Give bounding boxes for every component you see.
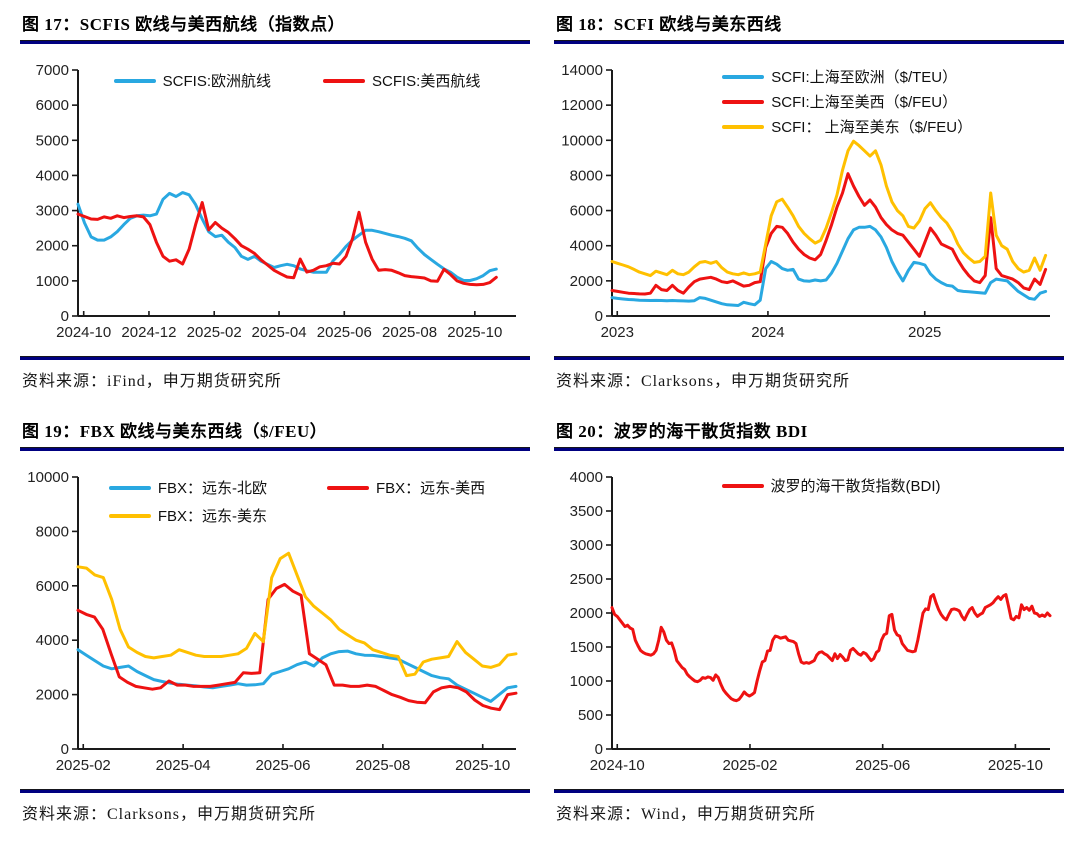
figure-block-19: 图 19：FBX 欧线与美东西线（$/FEU） 0 2000 4000 6000 800…: [20, 415, 530, 824]
y-tick-label: 7000: [36, 62, 69, 79]
figure-title: 图 17：SCFIS 欧线与美西航线（指数点）: [22, 15, 346, 34]
source-note: 资料来源：Clarksons，申万期货研究所: [22, 806, 317, 823]
source-note: 资料来源：Clarksons，申万期货研究所: [556, 373, 851, 390]
figure-title: 图 20：波罗的海干散货指数 BDI: [556, 422, 808, 441]
x-tick-label: 2025-08: [382, 324, 437, 341]
y-tick-label: 4000: [36, 632, 69, 649]
y-tick-label: 2500: [570, 571, 603, 588]
y-tick-label: 6000: [36, 578, 69, 595]
series-line: [610, 172, 1048, 296]
figure-title: 图 19：FBX 欧线与美东西线（$/FEU）: [22, 422, 328, 441]
y-tick-label: 8000: [36, 523, 69, 540]
y-tick-label: 4000: [36, 167, 69, 184]
y-tick-label: 8000: [570, 167, 603, 184]
figure-block-20: 图 20：波罗的海干散货指数 BDI 0 500 1000 1500 2000 2500 3…: [554, 415, 1064, 824]
chart-18: 0 2000 4000 6000 8000 10000 12000 14000 2023 2024…: [554, 58, 1064, 350]
chart-20: 0 500 1000 1500 2000 2500 3000 3500 4000 2024-10 2…: [554, 465, 1064, 783]
source-rule: [554, 356, 1064, 360]
title-rule: [554, 40, 1064, 44]
y-tick-label: 2000: [36, 238, 69, 255]
series-line: [76, 648, 518, 703]
y-tick-label: 0: [595, 741, 603, 758]
source-rule: [20, 356, 530, 360]
series-line: [610, 224, 1048, 307]
source-note: 资料来源：Wind，申万期货研究所: [556, 806, 816, 823]
y-tick-label: 1000: [570, 673, 603, 690]
source-rule: [554, 789, 1064, 793]
y-tick-label: 4000: [570, 238, 603, 255]
y-tick-label: 3000: [36, 203, 69, 220]
series-line: [76, 201, 498, 287]
x-tick-label: 2025-06: [255, 757, 310, 774]
y-tick-label: 2000: [570, 273, 603, 290]
x-tick-label: 2025: [908, 324, 941, 341]
y-tick-label: 1500: [570, 639, 603, 656]
x-tick-label: 2025-06: [317, 324, 372, 341]
report-page: 图 17：SCFIS 欧线与美西航线（指数点） 0 1000 2000 3000 400…: [20, 8, 1064, 824]
y-tick-label: 10000: [27, 469, 69, 486]
chart-17: 0 1000 2000 3000 4000 5000 6000 7000 2024-10 2024…: [20, 58, 530, 350]
title-rule: [554, 447, 1064, 451]
y-tick-label: 0: [61, 741, 69, 758]
x-tick-label: 2025-02: [722, 757, 777, 774]
chart-canvas: 0 1000 2000 3000 4000 5000 6000 7000 2024-10 2024…: [36, 62, 516, 341]
y-tick-label: 2000: [570, 605, 603, 622]
x-tick-label: 2024-12: [121, 324, 176, 341]
x-tick-label: 2023: [601, 324, 634, 341]
y-tick-label: 500: [578, 707, 603, 724]
series-line: [76, 191, 498, 282]
x-tick-label: 2025-04: [252, 324, 307, 341]
chart-canvas: 0 2000 4000 6000 8000 10000 12000 14000 2023 2024…: [561, 62, 1050, 341]
x-tick-label: 2024-10: [56, 324, 111, 341]
y-tick-label: 0: [61, 308, 69, 325]
chart-canvas: 0 500 1000 1500 2000 2500 3000 3500 4000 2024-10 2…: [570, 469, 1052, 774]
figure-block-18: 图 18：SCFI 欧线与美东西线 0 2000 4000 6000 8000 10000…: [554, 8, 1064, 391]
x-tick-label: 2025-08: [355, 757, 410, 774]
y-tick-label: 0: [595, 308, 603, 325]
y-tick-label: 3000: [570, 537, 603, 554]
source-note: 资料来源：iFind，申万期货研究所: [22, 373, 282, 390]
x-tick-label: 2024: [751, 324, 784, 341]
series-line: [76, 582, 518, 712]
x-tick-label: 2025-06: [855, 757, 910, 774]
y-tick-label: 1000: [36, 273, 69, 290]
y-tick-label: 6000: [570, 203, 603, 220]
x-tick-label: 2025-02: [187, 324, 242, 341]
y-tick-label: 4000: [570, 469, 603, 486]
x-tick-label: 2024-10: [590, 757, 645, 774]
title-rule: [20, 40, 530, 44]
series-line: [610, 593, 1052, 703]
y-tick-label: 6000: [36, 97, 69, 114]
x-tick-label: 2025-10: [988, 757, 1043, 774]
figure-title: 图 18：SCFI 欧线与美东西线: [556, 15, 782, 34]
title-rule: [20, 447, 530, 451]
y-tick-label: 2000: [36, 687, 69, 704]
y-tick-label: 14000: [561, 62, 603, 79]
source-rule: [20, 789, 530, 793]
x-tick-label: 2025-10: [455, 757, 510, 774]
y-tick-label: 10000: [561, 132, 603, 149]
y-tick-label: 12000: [561, 97, 603, 114]
series-line: [76, 551, 518, 678]
figure-block-17: 图 17：SCFIS 欧线与美西航线（指数点） 0 1000 2000 3000 400…: [20, 8, 530, 391]
series-line: [610, 139, 1048, 278]
x-tick-label: 2025-10: [447, 324, 502, 341]
chart-19: 0 2000 4000 6000 8000 10000 2025-02 2025-04 2025…: [20, 465, 530, 783]
y-tick-label: 3500: [570, 503, 603, 520]
chart-canvas: 0 2000 4000 6000 8000 10000 2025-02 2025-04 2025…: [27, 469, 518, 774]
x-tick-label: 2025-04: [156, 757, 211, 774]
y-tick-label: 5000: [36, 132, 69, 149]
x-tick-label: 2025-02: [56, 757, 111, 774]
figure-grid: 图 17：SCFIS 欧线与美西航线（指数点） 0 1000 2000 3000 400…: [20, 8, 1064, 824]
